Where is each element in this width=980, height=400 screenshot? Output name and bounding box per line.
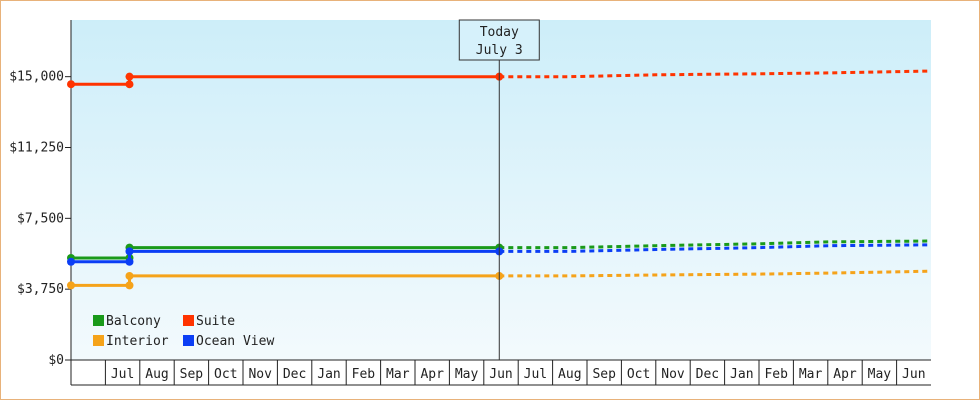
legend-label-suite: Suite [196, 314, 235, 329]
series-forecast-ocean-view [499, 243, 932, 253]
data-point-suite [67, 80, 75, 89]
month-label: Nov [248, 367, 272, 382]
month-label: Nov [661, 367, 685, 382]
series-lines [67, 69, 932, 290]
month-label: Jan [730, 367, 753, 382]
month-label: Mar [799, 367, 823, 382]
plot-area [71, 20, 931, 360]
today-box [458, 19, 540, 61]
data-point-suite [125, 80, 134, 89]
month-label: Jul [111, 367, 134, 382]
data-point-ocean-view [67, 257, 75, 266]
legend-swatch-interior [93, 335, 104, 346]
y-tick-label: $3,750 [17, 282, 64, 297]
month-label: Jan [317, 367, 340, 382]
series-actual-ocean-view [71, 249, 500, 264]
series-forecast-interior [499, 269, 932, 278]
y-tick-label: $15,000 [9, 70, 64, 85]
month-label: Aug [558, 367, 581, 382]
series-actual-interior [71, 274, 500, 287]
today-marker: Today July 3 [458, 19, 540, 360]
today-label: Today [480, 25, 519, 40]
data-point-interior [125, 271, 134, 280]
data-point-interior [67, 281, 75, 290]
month-label: Oct [214, 367, 237, 382]
legend-label-interior: Interior [106, 334, 169, 349]
month-label: Jun [489, 367, 512, 382]
month-label: Sep [180, 367, 204, 382]
legend-swatch-suite [183, 315, 194, 326]
y-tick-label: $7,500 [17, 211, 64, 226]
legend-label-ocean-view: Ocean View [196, 334, 274, 349]
legend-label-balcony: Balcony [106, 314, 161, 329]
data-point-suite [125, 72, 134, 81]
data-point-ocean-view [125, 247, 134, 256]
y-axis: $0 $3,750 $7,500 $11,250 $15,000 [9, 20, 72, 368]
data-point-interior [125, 281, 134, 290]
month-label: Feb [764, 367, 788, 382]
month-label: Oct [627, 367, 650, 382]
month-label: Aug [145, 367, 168, 382]
month-label: Jun [902, 367, 925, 382]
y-tick-label: $11,250 [9, 141, 64, 156]
legend-swatch-balcony [93, 315, 104, 326]
month-label: Apr [833, 367, 857, 382]
legend: Balcony Suite Interior Ocean View [93, 314, 274, 349]
legend-swatch-ocean-view [183, 335, 194, 346]
month-label: May [868, 367, 892, 382]
month-label: Mar [386, 367, 410, 382]
month-label: Dec [283, 367, 306, 382]
month-label: Dec [696, 367, 719, 382]
month-label: Apr [420, 367, 444, 382]
series-forecast-suite [499, 69, 932, 79]
series-forecast-balcony [499, 239, 932, 250]
data-point-ocean-view [125, 257, 134, 266]
month-label: Feb [352, 367, 376, 382]
x-axis: Jul Aug Sep Oct Nov Dec Jan Feb Mar Apr May Jun Jul A… [70, 359, 931, 386]
month-label: Sep [592, 367, 616, 382]
month-label: May [455, 367, 479, 382]
today-date: July 3 [476, 43, 523, 58]
y-tick-label: $0 [48, 353, 64, 368]
month-label: Jul [524, 367, 547, 382]
